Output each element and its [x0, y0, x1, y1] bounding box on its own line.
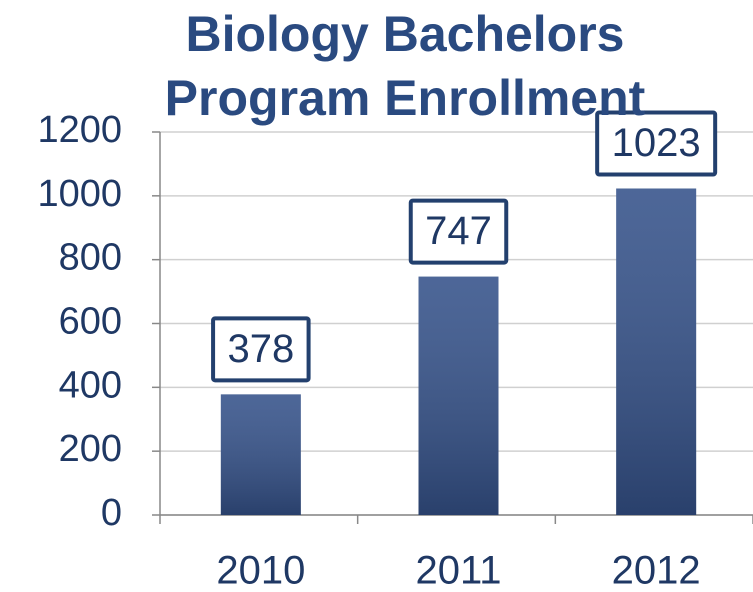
x-tick-label: 2010 [216, 549, 305, 592]
data-label: 1023 [612, 121, 701, 165]
y-tick-label: 200 [59, 428, 122, 470]
bar-shade [220, 394, 301, 515]
bar-shade [418, 276, 499, 515]
data-label-box [408, 198, 509, 265]
data-label-box [595, 110, 718, 177]
y-tick-label: 600 [59, 301, 122, 343]
y-tick-label: 800 [59, 237, 122, 279]
y-tick-label: 0 [101, 492, 122, 534]
bar-shade [616, 188, 697, 515]
data-label: 747 [425, 209, 492, 253]
y-tick-label: 400 [59, 364, 122, 406]
chart-title: Biology Bachelors Program Enrollment [164, 6, 646, 126]
x-tick-label: 2012 [612, 549, 701, 592]
data-label: 378 [227, 327, 294, 371]
x-tick-label: 2011 [415, 549, 501, 592]
y-tick-label: 1200 [37, 109, 122, 151]
y-tick-label: 1000 [37, 173, 122, 215]
data-label-box [211, 316, 311, 383]
